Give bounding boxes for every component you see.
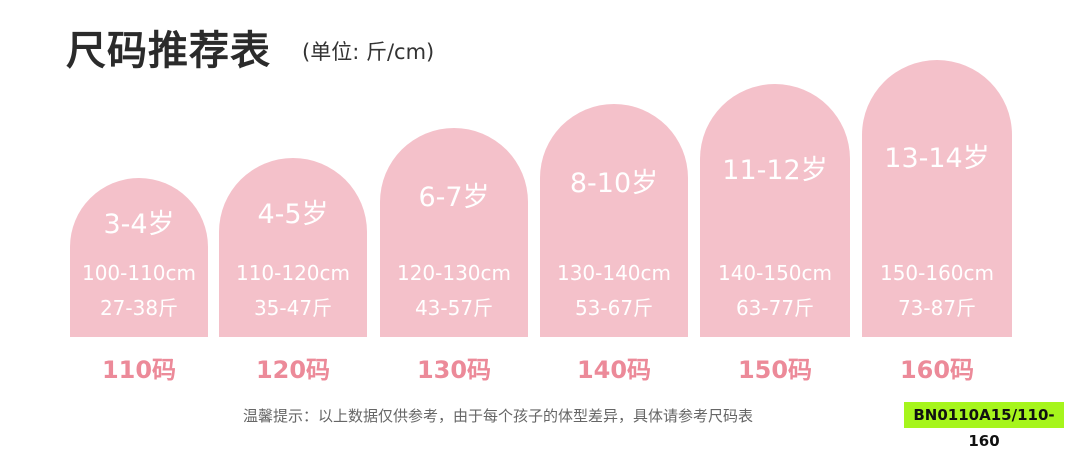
size-card: 4-5岁 110-120cm 35-47斤 bbox=[219, 158, 367, 337]
size-label: 110码 bbox=[101, 356, 177, 384]
unit-label: (单位: 斤/cm) bbox=[302, 40, 435, 64]
height-range: 110-120cm bbox=[235, 261, 351, 285]
weight-range: 35-47斤 bbox=[253, 296, 333, 320]
age-range: 6-7岁 bbox=[418, 182, 490, 213]
age-range: 11-12岁 bbox=[722, 155, 828, 186]
tip-text: 温馨提示：以上数据仅供参考，由于每个孩子的体型差异，具体请参考尺码表 bbox=[243, 407, 754, 425]
size-label: 120码 bbox=[255, 356, 331, 384]
size-label: 160码 bbox=[899, 356, 975, 384]
height-range: 130-140cm bbox=[556, 261, 672, 285]
weight-range: 63-77斤 bbox=[735, 296, 815, 320]
height-range: 120-130cm bbox=[396, 261, 512, 285]
size-label: 140码 bbox=[576, 356, 652, 384]
product-code-badge: BN0110A15/110-160 bbox=[904, 402, 1064, 450]
height-range: 150-160cm bbox=[879, 261, 995, 285]
height-range: 140-150cm bbox=[717, 261, 833, 285]
size-card: 11-12岁 140-150cm 63-77斤 bbox=[700, 84, 850, 337]
age-range: 8-10岁 bbox=[569, 168, 659, 199]
age-range: 4-5岁 bbox=[257, 199, 329, 230]
size-label: 130码 bbox=[416, 356, 492, 384]
size-card: 8-10岁 130-140cm 53-67斤 bbox=[540, 104, 688, 337]
age-range: 3-4岁 bbox=[103, 209, 175, 240]
weight-range: 43-57斤 bbox=[414, 296, 494, 320]
size-card: 6-7岁 120-130cm 43-57斤 bbox=[380, 128, 528, 337]
size-card: 13-14岁 150-160cm 73-87斤 bbox=[862, 60, 1012, 337]
weight-range: 53-67斤 bbox=[574, 296, 654, 320]
weight-range: 27-38斤 bbox=[99, 296, 179, 320]
age-range: 13-14岁 bbox=[884, 143, 990, 174]
size-card: 3-4岁 100-110cm 27-38斤 bbox=[70, 178, 208, 337]
height-range: 100-110cm bbox=[81, 261, 197, 285]
weight-range: 73-87斤 bbox=[897, 296, 977, 320]
size-label: 150码 bbox=[737, 356, 813, 384]
page-title: 尺码推荐表 bbox=[66, 28, 271, 74]
